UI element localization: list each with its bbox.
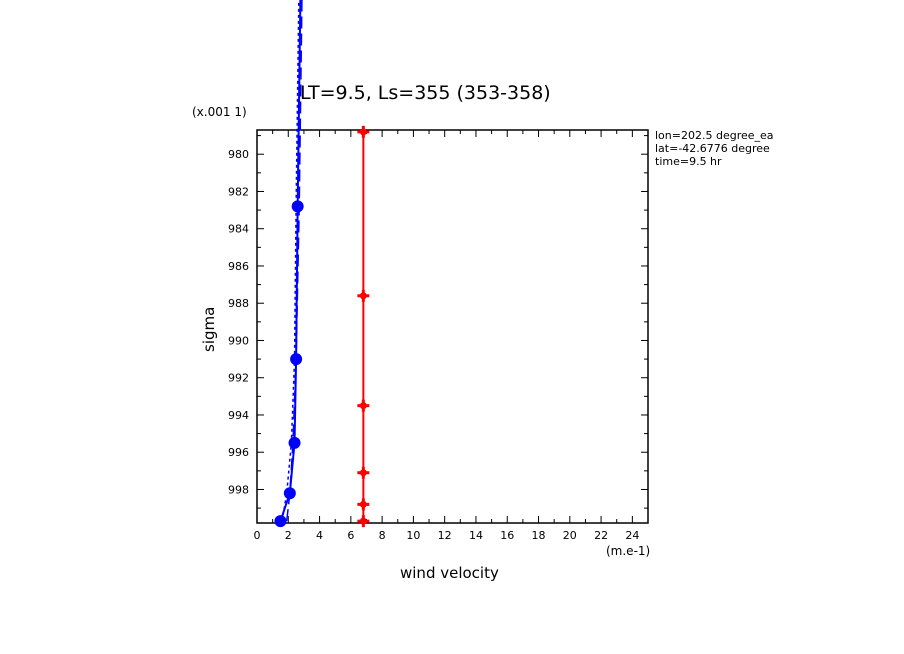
data-point	[359, 517, 367, 525]
data-point	[288, 436, 301, 449]
info-lat: lat=-42.6776 degree	[655, 142, 770, 155]
x-tick-label: 0	[254, 529, 261, 542]
chart-title: LT=9.5, Ls=355 (353-358)	[300, 82, 551, 104]
x-tick-label: 18	[532, 529, 546, 542]
data-point	[359, 128, 367, 136]
info-panel-mask	[780, 126, 904, 172]
x-tick-label: 20	[563, 529, 577, 542]
y-tick-label: 986	[228, 260, 249, 273]
y-unit-label: (x.001 1)	[192, 105, 247, 119]
series-line-2	[281, 0, 300, 522]
y-tick-label: 996	[228, 446, 249, 459]
x-tick-label: 2	[285, 529, 292, 542]
y-tick-label: 988	[228, 297, 249, 310]
series-group	[274, 0, 370, 528]
y-tick-label: 992	[228, 372, 249, 385]
data-point	[274, 515, 287, 528]
y-tick-label: 994	[228, 409, 249, 422]
x-tick-label: 6	[347, 529, 354, 542]
x-tick-label: 16	[500, 529, 514, 542]
info-lon: lon=202.5 degree_ea	[655, 129, 774, 142]
x-tick-label: 12	[438, 529, 452, 542]
y-tick-label: 998	[228, 483, 249, 496]
y-tick-label: 984	[228, 223, 249, 236]
data-point	[359, 292, 367, 300]
x-tick-label: 10	[406, 529, 420, 542]
y-tick-label: 980	[228, 148, 249, 161]
x-tick-label: 4	[316, 529, 323, 542]
data-point	[359, 500, 367, 508]
y-tick-label: 990	[228, 334, 249, 347]
axis-frame	[256, 129, 649, 524]
x-tick-label: 14	[469, 529, 483, 542]
x-tick-label: 24	[625, 529, 639, 542]
x-unit-label: (m.e-1)	[606, 544, 650, 558]
x-axis-label: wind velocity	[400, 564, 499, 582]
x-tick-label: 22	[594, 529, 608, 542]
data-point	[359, 402, 367, 410]
y-axis-label: sigma	[200, 307, 218, 352]
data-point	[291, 200, 304, 213]
info-time: time=9.5 hr	[655, 155, 722, 168]
data-point	[359, 469, 367, 477]
plot-area: 0 2 4 6 8 10 12 14 16 18 20 22 249809829849869889909…	[228, 0, 649, 542]
x-tick-label: 8	[379, 529, 386, 542]
y-tick-label: 982	[228, 185, 249, 198]
series-line-1	[285, 0, 303, 522]
